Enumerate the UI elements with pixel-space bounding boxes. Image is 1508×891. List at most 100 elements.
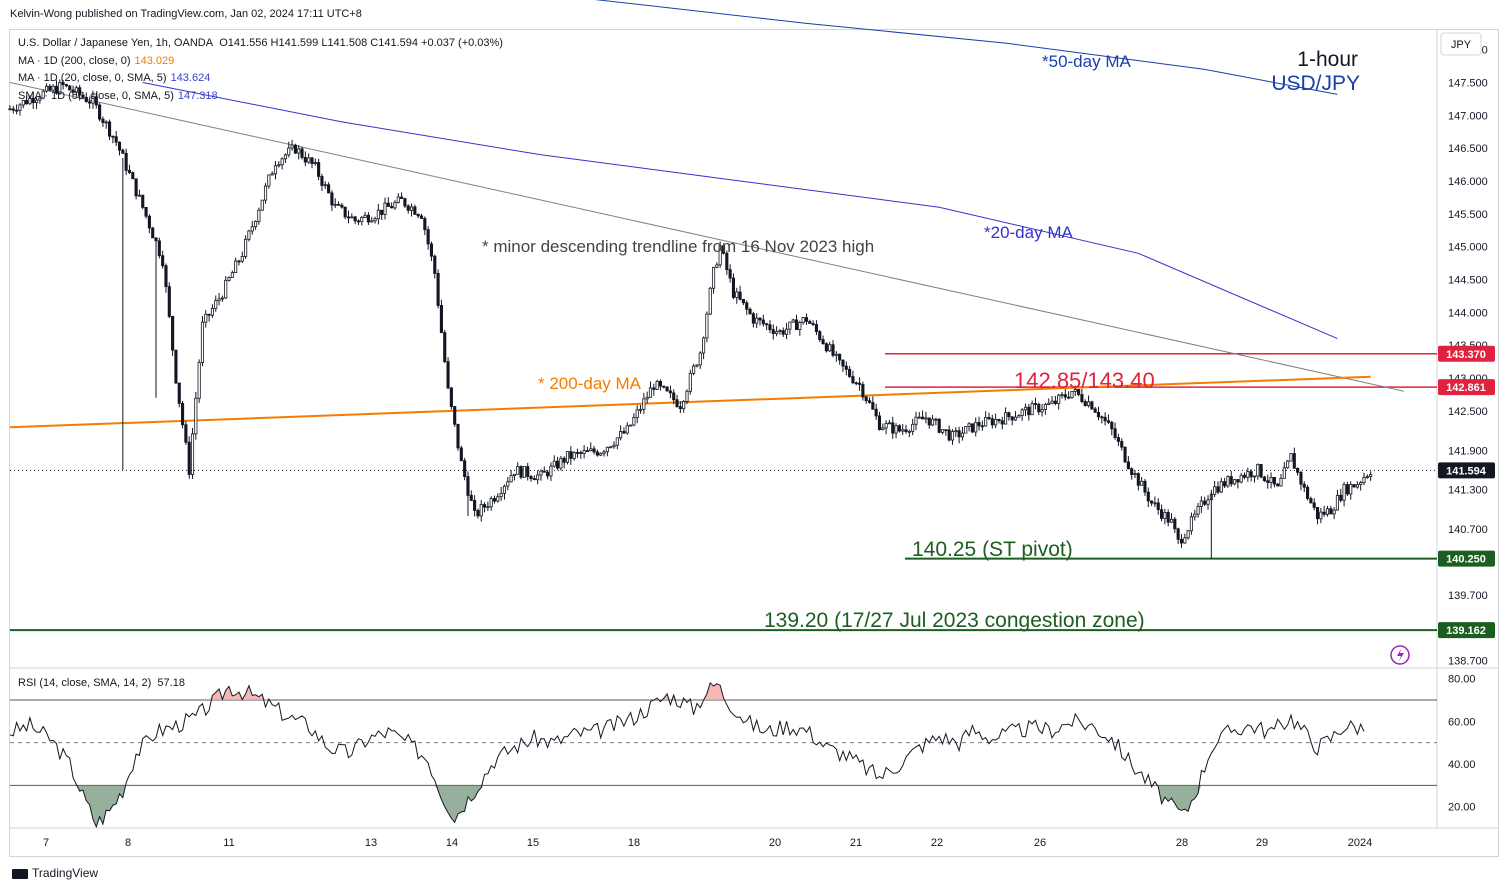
candle: [227, 276, 231, 282]
candle: [1103, 412, 1107, 426]
legend-ma200-label: MA · 1D (200, close, 0): [18, 54, 131, 67]
candle-body: [107, 121, 112, 137]
candle: [61, 79, 65, 90]
candle-body: [429, 243, 434, 257]
candle: [1110, 420, 1114, 436]
x-tick-label: 14: [446, 837, 458, 849]
candle-body: [1116, 437, 1120, 442]
candle-body: [1219, 481, 1223, 493]
tv-logo-icon: [12, 868, 28, 879]
candle: [705, 311, 709, 343]
candle: [1060, 391, 1064, 399]
candle-body: [516, 466, 520, 475]
candle: [824, 342, 828, 353]
candle-body: [1369, 474, 1373, 477]
candle: [1349, 481, 1353, 500]
candle: [921, 410, 925, 420]
candle: [469, 490, 473, 501]
candle-body: [88, 101, 92, 104]
candle-body: [1256, 464, 1260, 477]
candle-body: [897, 425, 901, 432]
candle: [194, 391, 198, 440]
tradingview-logo[interactable]: TradingView: [12, 866, 98, 880]
candle: [509, 470, 513, 483]
candle-body: [1239, 474, 1243, 483]
candle: [698, 351, 702, 369]
price-tag-bg: [1438, 345, 1495, 362]
candle-body: [1176, 528, 1180, 540]
candle: [1335, 489, 1340, 511]
candle-body: [1259, 464, 1263, 478]
candle-body: [91, 96, 95, 104]
candle: [1322, 505, 1326, 517]
candle-body: [1163, 512, 1167, 519]
candle: [990, 414, 994, 429]
candle: [1339, 488, 1343, 503]
candle: [247, 229, 251, 242]
candle: [1246, 467, 1250, 482]
candle: [147, 214, 151, 234]
candle: [1163, 508, 1167, 525]
candle: [665, 386, 669, 392]
currency-text: JPY: [1451, 39, 1472, 51]
candle-body: [818, 331, 822, 340]
candle: [107, 119, 112, 141]
candle-body: [1047, 402, 1051, 405]
candle: [811, 320, 815, 327]
candle: [413, 204, 417, 215]
candle: [406, 204, 410, 214]
candle-body: [801, 317, 805, 323]
candle-body: [542, 470, 546, 473]
candle-body: [373, 218, 377, 222]
candle: [390, 202, 394, 209]
candle-body: [974, 422, 978, 433]
candle-body: [1236, 479, 1240, 483]
candle: [44, 83, 49, 93]
x-tick-label: 26: [1034, 837, 1046, 849]
rsi-line: [9, 681, 1365, 829]
candle: [960, 426, 965, 441]
candle: [1266, 474, 1270, 489]
candle: [370, 216, 374, 223]
candle-body: [635, 409, 639, 418]
alert-icon[interactable]: [1390, 645, 1410, 665]
annotations: 1-hour USD/JPY *50-day MA *20-day MA * 2…: [482, 48, 1360, 632]
x-tick-label: 29: [1256, 837, 1268, 849]
candle: [31, 92, 35, 109]
candle-body: [486, 506, 490, 509]
candle-body: [1286, 460, 1290, 469]
candle-body: [104, 121, 108, 124]
candle-body: [363, 214, 367, 218]
candle: [1176, 527, 1180, 545]
candle: [144, 206, 148, 219]
candle: [18, 103, 22, 116]
candle-body: [297, 148, 301, 154]
candle: [867, 397, 872, 404]
candle-body: [1345, 484, 1349, 495]
candle-body: [1332, 509, 1336, 515]
candle-body: [343, 206, 347, 218]
candle-body: [1322, 511, 1326, 515]
candle-body: [1153, 502, 1157, 505]
candle: [320, 173, 324, 191]
candle-body: [1246, 471, 1250, 478]
candle: [987, 412, 991, 421]
candle-body: [1143, 480, 1147, 493]
candle-body: [124, 152, 128, 171]
candle-body: [529, 476, 533, 479]
candle: [207, 313, 211, 322]
candle-body: [11, 108, 15, 111]
candle: [327, 182, 331, 194]
candle-body: [1136, 473, 1140, 486]
candle: [502, 484, 507, 500]
candle: [728, 264, 732, 283]
candle: [658, 379, 663, 391]
candle-body: [546, 471, 550, 477]
candle-body: [1110, 421, 1114, 430]
candle: [851, 370, 855, 385]
candle: [1256, 463, 1260, 480]
candle-body: [68, 85, 72, 91]
candle-body: [589, 448, 593, 452]
candle-body: [1352, 484, 1356, 488]
